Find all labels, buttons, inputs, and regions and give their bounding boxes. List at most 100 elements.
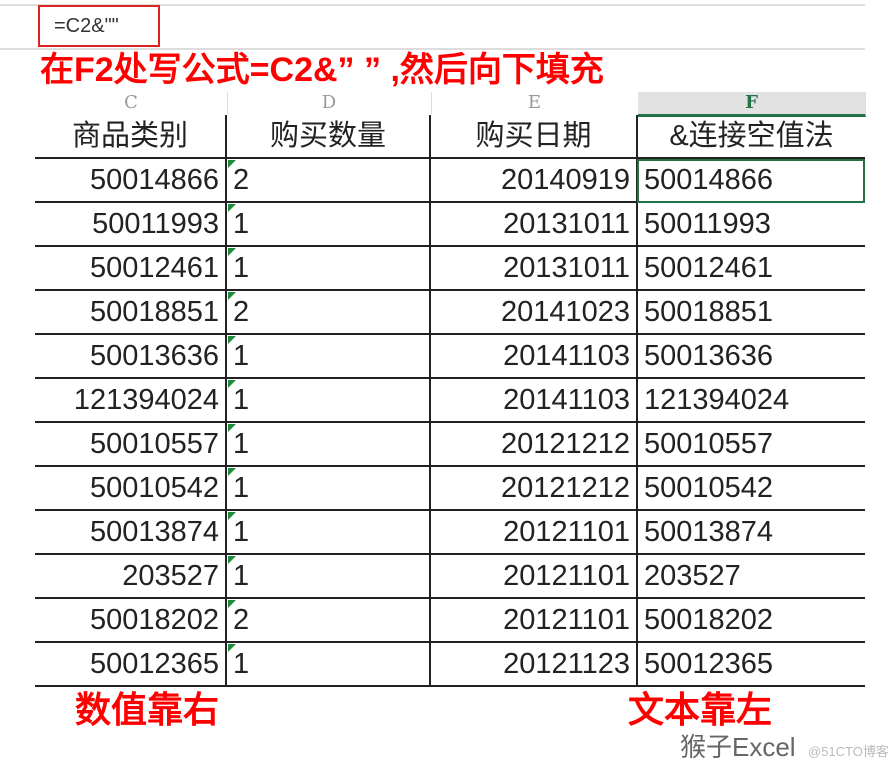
header-cell[interactable]: &连接空值法	[669, 120, 834, 152]
cell-value: 20141103	[503, 384, 630, 416]
table-cell[interactable]: 50018851	[35, 291, 227, 333]
table-row: 121394024 1 20141103 121394024	[35, 379, 865, 423]
header-cell[interactable]: 商品类别	[35, 115, 227, 157]
annotation-title: 在F2处写公式=C2&” ” ,然后向下填充	[40, 51, 604, 89]
table-cell[interactable]: 20121212	[431, 423, 638, 465]
cell-value: 20121212	[500, 472, 630, 504]
cell-value: 50012365	[644, 648, 774, 680]
cell-value: 2	[233, 604, 250, 636]
header-cell[interactable]: 购买日期	[431, 115, 638, 157]
cell-value: 50013874	[644, 516, 774, 548]
table-cell[interactable]: 20121123	[431, 643, 638, 685]
cell-value: 20121101	[503, 604, 630, 636]
cell-value: 1	[233, 428, 250, 460]
table-cell[interactable]: 1	[227, 643, 431, 685]
formula-bar[interactable]	[0, 4, 865, 50]
text-number-indicator-icon	[228, 644, 236, 652]
cell-value: 50013636	[89, 340, 219, 372]
table-cell[interactable]: 50011993	[35, 203, 227, 245]
table-cell[interactable]: 203527	[35, 555, 227, 597]
table-cell[interactable]: 2	[227, 159, 431, 201]
table-row: 50012365 1 20121123 50012365	[35, 643, 865, 687]
cell-value: 50018851	[89, 296, 219, 328]
table-cell[interactable]: 50012365	[638, 643, 865, 685]
table-cell[interactable]: 20140919	[431, 159, 638, 201]
table-cell[interactable]: 20121101	[431, 555, 638, 597]
column-header-c[interactable]: C	[35, 92, 228, 114]
cell-value: 50018851	[644, 296, 774, 328]
cell-value: 121394024	[73, 384, 219, 416]
text-number-indicator-icon	[228, 336, 236, 344]
header-row: 商品类别 购买数量 购买日期 &连接空值法	[35, 115, 865, 159]
table-cell[interactable]: 203527	[638, 555, 865, 597]
column-header-f[interactable]: F	[638, 92, 866, 117]
table-cell[interactable]: 50014866	[638, 159, 865, 201]
table-cell[interactable]: 1	[227, 423, 431, 465]
table-cell[interactable]: 50013636	[638, 335, 865, 377]
table-cell[interactable]: 121394024	[638, 379, 865, 421]
text-number-indicator-icon	[228, 292, 236, 300]
table-row: 50013874 1 20121101 50013874	[35, 511, 865, 555]
table-cell[interactable]: 50018851	[638, 291, 865, 333]
table-cell[interactable]: 2	[227, 599, 431, 641]
column-header-e[interactable]: E	[431, 92, 639, 114]
spreadsheet-grid: 商品类别 购买数量 购买日期 &连接空值法 50014866 2 20140919 5…	[35, 115, 865, 687]
table-cell[interactable]: 1	[227, 467, 431, 509]
table-cell[interactable]: 20131011	[431, 203, 638, 245]
table-cell[interactable]: 50012461	[35, 247, 227, 289]
table-cell[interactable]: 1	[227, 203, 431, 245]
table-cell[interactable]: 1	[227, 555, 431, 597]
cell-value: 20140919	[500, 164, 630, 196]
cell-value: 50010542	[644, 472, 774, 504]
table-cell[interactable]: 20131011	[431, 247, 638, 289]
table-cell[interactable]: 1	[227, 379, 431, 421]
text-number-indicator-icon	[228, 424, 236, 432]
table-cell[interactable]: 20141103	[431, 379, 638, 421]
cell-value: 50012461	[89, 252, 219, 284]
cell-value: 121394024	[644, 384, 790, 416]
text-number-indicator-icon	[228, 204, 236, 212]
table-cell[interactable]: 20121101	[431, 511, 638, 553]
formula-text[interactable]: =C2&""	[38, 5, 160, 47]
table-cell[interactable]: 50010557	[638, 423, 865, 465]
table-row: 50013636 1 20141103 50013636	[35, 335, 865, 379]
table-cell[interactable]: 50014866	[35, 159, 227, 201]
cell-value: 50018202	[89, 604, 219, 636]
table-row: 203527 1 20121101 203527	[35, 555, 865, 599]
table-cell[interactable]: 50013636	[35, 335, 227, 377]
table-cell[interactable]: 50012461	[638, 247, 865, 289]
table-cell[interactable]: 50010542	[35, 467, 227, 509]
cell-value: 2	[233, 164, 250, 196]
cell-value: 50014866	[644, 164, 774, 196]
table-cell[interactable]: 50013874	[35, 511, 227, 553]
table-row: 50014866 2 20140919 50014866	[35, 159, 865, 203]
table-cell[interactable]: 50010557	[35, 423, 227, 465]
table-cell[interactable]: 2	[227, 291, 431, 333]
cell-value: 20141023	[500, 296, 630, 328]
cell-value: 50011993	[644, 208, 771, 240]
table-cell[interactable]: 1	[227, 247, 431, 289]
table-cell[interactable]: 50013874	[638, 511, 865, 553]
text-number-indicator-icon	[228, 556, 236, 564]
cell-value: 50010542	[89, 472, 219, 504]
header-cell[interactable]: 购买数量	[227, 115, 431, 157]
text-number-indicator-icon	[228, 600, 236, 608]
table-cell[interactable]: 20141023	[431, 291, 638, 333]
table-cell[interactable]: 50011993	[638, 203, 865, 245]
table-row: 50018851 2 20141023 50018851	[35, 291, 865, 335]
table-cell[interactable]: 121394024	[35, 379, 227, 421]
table-cell[interactable]: 50010542	[638, 467, 865, 509]
table-cell[interactable]: 20121101	[431, 599, 638, 641]
table-cell[interactable]: 50018202	[35, 599, 227, 641]
table-cell[interactable]: 50018202	[638, 599, 865, 641]
table-cell[interactable]: 20141103	[431, 335, 638, 377]
table-cell[interactable]: 1	[227, 511, 431, 553]
table-cell[interactable]: 20121212	[431, 467, 638, 509]
note-numbers-right: 数值靠右	[75, 689, 220, 730]
column-header-d[interactable]: D	[227, 92, 432, 114]
cell-value: 50010557	[644, 428, 774, 460]
selected-cell-f2[interactable]	[637, 159, 865, 203]
table-cell[interactable]: 50012365	[35, 643, 227, 685]
cell-value: 50010557	[89, 428, 219, 460]
table-cell[interactable]: 1	[227, 335, 431, 377]
